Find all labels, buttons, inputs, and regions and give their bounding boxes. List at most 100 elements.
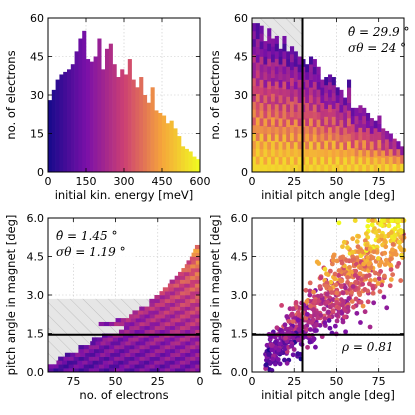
scatter-point [356, 234, 361, 239]
histogram-bar [189, 271, 195, 277]
histogram-bar [190, 341, 196, 346]
histogram-bar [97, 360, 103, 365]
histogram-bar [170, 318, 176, 323]
histogram-bar [293, 149, 298, 158]
histogram-bar [293, 126, 298, 135]
scatter-point [356, 290, 362, 296]
annotation-text: σθ = 24 ° [348, 41, 406, 55]
histogram-bar [125, 341, 131, 346]
histogram-bar [174, 314, 181, 319]
histogram-bar [158, 337, 165, 342]
histogram-bar [297, 95, 302, 103]
histogram-bar [282, 126, 287, 135]
histogram-bar [98, 348, 105, 354]
histogram-bar [189, 360, 196, 365]
scatter-point [390, 272, 396, 277]
histogram-bar [309, 79, 314, 88]
panel-top-left: 0 150 300 450 600 0 15 30 45 60 initial kin. energ… [4, 12, 211, 202]
histogram-bar [163, 337, 170, 342]
histogram-bar [148, 337, 154, 342]
histogram-bar [149, 302, 155, 307]
histogram-bar [108, 43, 113, 172]
scatter-point [361, 261, 367, 267]
scatter-point [365, 234, 371, 240]
annotation-text: θ̂ = 29.9 ° [348, 25, 409, 39]
scatter-point [377, 289, 383, 294]
histogram-bar [316, 119, 321, 128]
histogram-bar [124, 74, 129, 172]
histogram-bar [179, 310, 185, 315]
scatter-point [347, 265, 352, 270]
histogram-bar [133, 337, 139, 342]
histogram-bar [64, 352, 71, 357]
scatter-point [396, 239, 402, 245]
histogram-bar [164, 352, 171, 357]
scatter-point [277, 361, 283, 367]
histogram-bar [339, 97, 344, 106]
histogram-bar [174, 364, 181, 369]
histogram-bar [48, 364, 54, 369]
scatter-point [350, 249, 356, 255]
histogram-bar [134, 314, 140, 319]
histogram-bar [144, 356, 150, 361]
histogram-bar [259, 56, 264, 65]
histogram-bar [274, 35, 279, 44]
scatter-point [282, 322, 288, 328]
histogram-bar [194, 329, 201, 334]
x-tick-label: 600 [190, 175, 211, 188]
histogram-bar [86, 59, 91, 172]
histogram-bar [255, 117, 260, 126]
scatter-point [316, 261, 322, 266]
histogram-bar [274, 126, 279, 135]
histogram-bar [154, 302, 160, 307]
histogram-bar [255, 124, 260, 134]
histogram-bar [179, 302, 186, 307]
histogram-bar [56, 360, 62, 365]
histogram-bar [252, 164, 257, 173]
scatter-point [362, 238, 368, 244]
histogram-bar [164, 321, 170, 327]
histogram-bar [377, 163, 382, 173]
histogram-bar [350, 115, 355, 125]
histogram-bar [179, 325, 186, 330]
scatter-point [369, 222, 375, 228]
y-tick-label: 0.0 [231, 366, 249, 379]
histogram-bar [142, 310, 149, 315]
histogram-bar [103, 356, 110, 361]
scatter-point [344, 258, 349, 263]
histogram-bar [282, 73, 287, 82]
histogram-bar [320, 156, 325, 165]
annotation-box [344, 22, 400, 60]
histogram-bar [255, 23, 260, 32]
scatter-point [400, 218, 406, 223]
histogram-bar [271, 46, 276, 55]
scatter-point [378, 259, 384, 265]
histogram-bar [139, 368, 145, 373]
histogram-bar [169, 360, 175, 365]
histogram-bar [331, 116, 336, 125]
histogram-bar [343, 149, 348, 158]
histogram-bar [68, 368, 74, 373]
scatter-point [290, 352, 296, 358]
scatter-point [367, 246, 373, 252]
histogram-bar [189, 337, 196, 342]
histogram-bar [139, 321, 145, 327]
histogram-bar [153, 360, 160, 365]
histogram-bar [112, 64, 117, 172]
histogram-bar [184, 275, 191, 280]
histogram-bar [312, 59, 317, 67]
histogram-bar [252, 140, 257, 149]
histogram-bar [87, 360, 93, 365]
histogram-bar [324, 116, 329, 125]
histogram-bar [377, 155, 382, 165]
histogram-bar [83, 368, 89, 373]
histogram-bar [274, 58, 279, 67]
histogram-bar [290, 140, 295, 149]
y-axis-label: pitch angle in magnet [deg] [208, 215, 222, 376]
histogram-bar [282, 164, 287, 173]
histogram-bar [134, 329, 140, 334]
histogram-bar [396, 164, 401, 173]
histogram-bar [108, 356, 115, 361]
scatter-point [342, 314, 347, 320]
histogram-bar [179, 306, 186, 311]
